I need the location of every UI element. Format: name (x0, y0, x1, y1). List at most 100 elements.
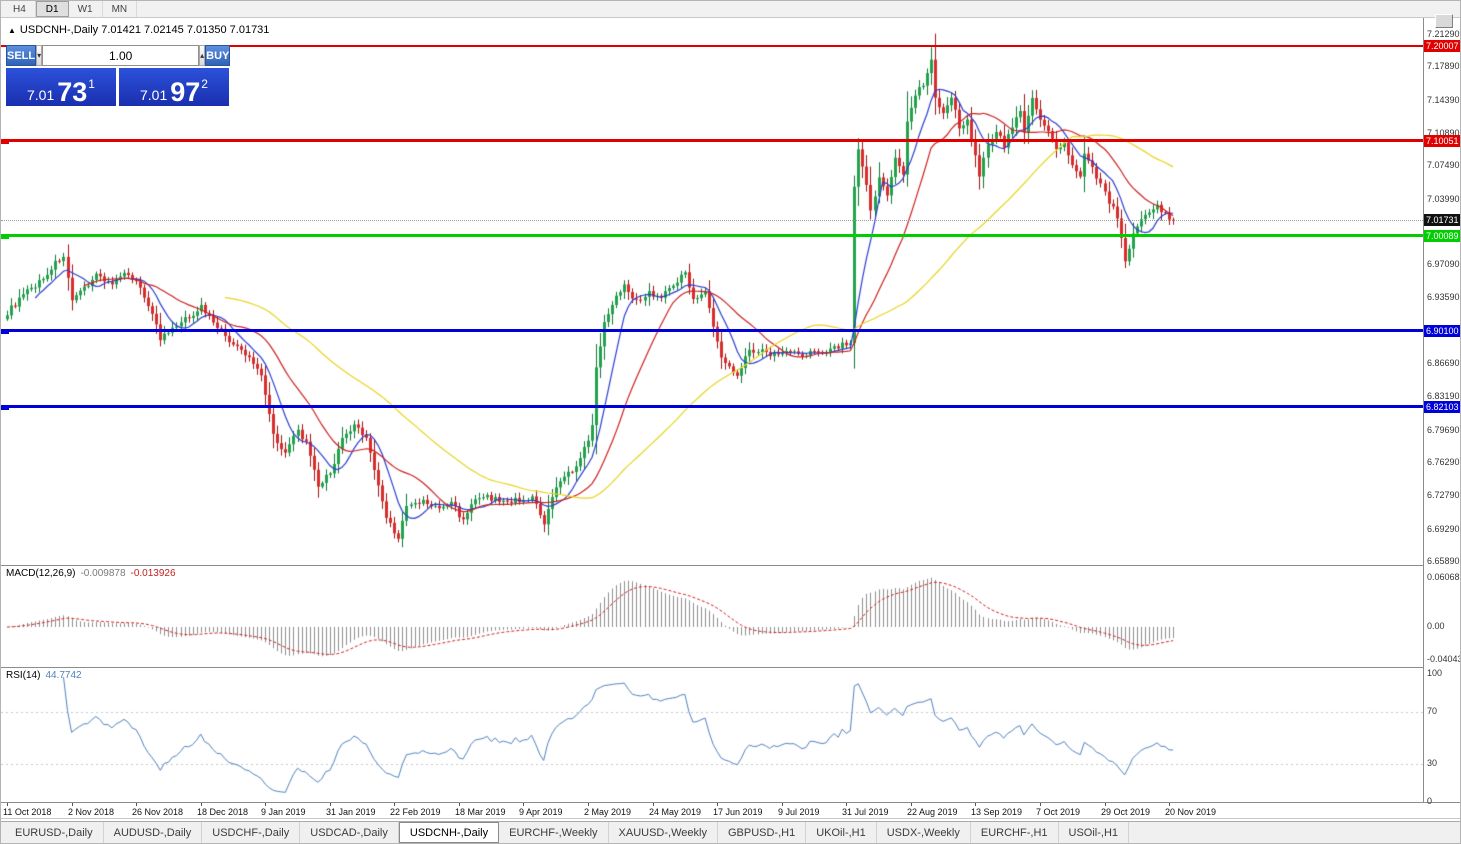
rsi-name: RSI(14) (6, 670, 41, 681)
date-axis-label: 2 May 2019 (584, 807, 632, 817)
date-axis-label: 18 Dec 2018 (197, 807, 249, 817)
date-tick (846, 803, 847, 806)
date-axis-label: 11 Oct 2018 (3, 807, 52, 817)
current-price-line (1, 220, 1425, 221)
macd-canvas[interactable] (1, 566, 1425, 667)
date-tick (459, 803, 460, 806)
chart-title: ▲ USDCNH-,Daily 7.01421 7.02145 7.01350 7… (8, 24, 269, 36)
date-axis-label: 7 Oct 2019 (1036, 807, 1081, 817)
price-axis[interactable]: 7.21290 7.17890 7.14390 7.10890 7.07490 7.039… (1423, 18, 1461, 806)
date-tick (330, 803, 331, 806)
price-axis-label: 7.07490 (1427, 160, 1460, 171)
date-axis-label: 18 Mar 2019 (455, 807, 506, 817)
chart-tab[interactable]: GBPUSD-,H1 (718, 822, 807, 843)
chart-tab[interactable]: EURCHF-,H1 (971, 822, 1059, 843)
horizontal-line-object[interactable] (1, 405, 1425, 408)
volume-input[interactable] (42, 45, 200, 66)
date-tick (717, 803, 718, 806)
macd-axis-label: -0.040432 (1427, 653, 1460, 664)
period-button-mn[interactable]: MN (103, 1, 138, 17)
date-tick (1040, 803, 1041, 806)
date-axis[interactable]: 11 Oct 2018 2 Nov 2018 26 Nov 2018 18 Dec 2… (1, 802, 1460, 819)
chart-tab[interactable]: USDX-,Weekly (877, 822, 971, 843)
macd-axis-label: 0.060687 (1427, 571, 1461, 582)
date-axis-label: 9 Apr 2019 (519, 807, 563, 817)
date-axis-label: 20 Nov 2019 (1165, 807, 1217, 817)
period-button-d1[interactable]: D1 (35, 1, 69, 17)
rsi-axis-label: 30 (1427, 757, 1438, 768)
collapse-triangle-icon[interactable]: ▲ (8, 26, 16, 35)
sell-button[interactable]: SELL (6, 45, 37, 66)
hline-edge-marker[interactable] (1, 234, 9, 239)
period-toolbar: H4 D1 W1 MN (1, 1, 1460, 18)
date-axis-label: 9 Jan 2019 (261, 807, 306, 817)
horizontal-line-object[interactable] (1, 329, 1425, 332)
chart-tab[interactable]: AUDUSD-,Daily (104, 822, 203, 843)
chart-tab-bar: EURUSD-,Daily AUDUSD-,Daily USDCHF-,Daily U… (1, 821, 1460, 843)
chart-tab[interactable]: USOil-,H1 (1059, 822, 1130, 843)
price-chart-canvas[interactable] (1, 18, 1425, 565)
price-axis-label: 6.65890 (1427, 555, 1460, 566)
rsi-axis-label: 100 (1427, 668, 1443, 678)
macd-panel: MACD(12,26,9) -0.009878 -0.013926 (1, 565, 1425, 667)
price-axis-label: 6.79690 (1427, 424, 1460, 435)
date-axis-label: 22 Feb 2019 (390, 807, 441, 817)
macd-signal-value: -0.013926 (130, 568, 176, 579)
sell-price-prefix: 7.01 (27, 86, 55, 103)
rsi-canvas[interactable] (1, 668, 1425, 802)
horizontal-line-object[interactable] (1, 234, 1425, 237)
chart-tab[interactable]: UKOil-,H1 (806, 822, 877, 843)
date-axis-label: 13 Sep 2019 (971, 807, 1023, 817)
chart-tab[interactable]: XAUUSD-,Weekly (609, 822, 718, 843)
price-axis-label: 6.93590 (1427, 292, 1460, 303)
price-axis-label: 7.03990 (1427, 193, 1460, 204)
chart-tab[interactable]: USDCNH-,Daily (398, 822, 500, 843)
price-axis-label: 7.17890 (1427, 61, 1460, 72)
price-level-badge: 6.90100 (1424, 325, 1460, 337)
date-tick (136, 803, 137, 806)
buy-price-display[interactable]: 7.01 97 2 (119, 68, 229, 106)
sell-price-sup: 1 (88, 77, 95, 91)
hline-edge-marker[interactable] (1, 139, 9, 144)
date-tick (782, 803, 783, 806)
chevron-up-icon: ▴ (200, 51, 205, 60)
price-axis-label: 6.86690 (1427, 358, 1460, 369)
price-axis-label: 6.69290 (1427, 523, 1460, 534)
date-tick (201, 803, 202, 806)
volume-down-button[interactable]: ▾ (36, 45, 43, 66)
hline-edge-marker[interactable] (1, 329, 9, 334)
date-axis-label: 26 Nov 2018 (132, 807, 184, 817)
date-tick (72, 803, 73, 806)
sell-price-display[interactable]: 7.01 73 1 (6, 68, 116, 106)
macd-axis-label: 0.00 (1427, 621, 1445, 631)
horizontal-line-object[interactable] (1, 45, 1425, 47)
rsi-panel: RSI(14) 44.7742 (1, 667, 1425, 802)
buy-button[interactable]: BUY (205, 45, 231, 66)
period-button-h4[interactable]: H4 (4, 1, 36, 17)
date-tick (1105, 803, 1106, 806)
chart-tab[interactable]: USDCHF-,Daily (202, 822, 301, 843)
volume-up-button[interactable]: ▴ (199, 45, 206, 66)
date-tick (588, 803, 589, 806)
buy-price-prefix: 7.01 (140, 86, 168, 103)
hline-edge-marker[interactable] (1, 405, 9, 410)
chart-tab[interactable]: USDCAD-,Daily (300, 822, 399, 843)
rsi-axis-label: 70 (1427, 706, 1438, 717)
chart-title-text: USDCNH-,Daily 7.01421 7.02145 7.01350 7.… (19, 24, 270, 36)
sell-price-big: 73 (57, 76, 88, 107)
price-level-badge: 7.10051 (1424, 135, 1460, 147)
horizontal-line-object[interactable] (1, 139, 1425, 142)
rsi-label: RSI(14) 44.7742 (6, 670, 82, 681)
chart-tab[interactable]: EURCHF-,Weekly (499, 822, 609, 843)
price-axis-label: 6.97090 (1427, 259, 1460, 270)
chart-tab[interactable]: EURUSD-,Daily (5, 822, 104, 843)
scrollbar-thumb[interactable] (1435, 14, 1453, 28)
buy-price-big: 97 (170, 76, 201, 107)
date-tick (523, 803, 524, 806)
date-axis-label: 9 Jul 2019 (778, 807, 820, 817)
macd-name: MACD(12,26,9) (6, 568, 76, 579)
macd-main-value: -0.009878 (80, 568, 126, 579)
period-button-w1[interactable]: W1 (69, 1, 103, 17)
price-level-badge: 7.20007 (1424, 40, 1460, 52)
